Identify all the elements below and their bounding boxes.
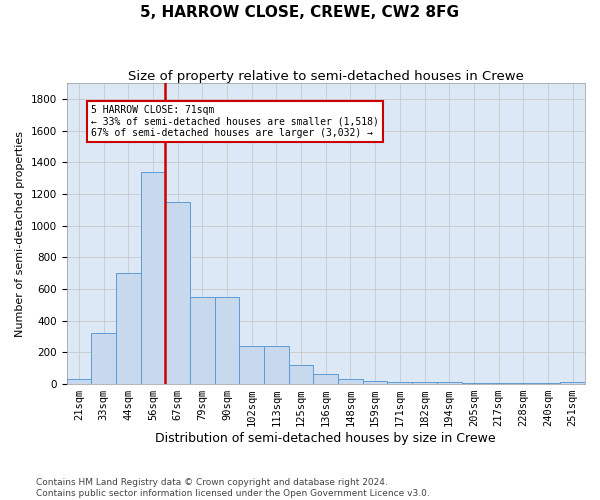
Bar	[412, 382, 437, 384]
Bar	[363, 381, 388, 384]
Bar	[560, 382, 585, 384]
Text: Contains HM Land Registry data © Crown copyright and database right 2024.
Contai: Contains HM Land Registry data © Crown c…	[36, 478, 430, 498]
Bar	[388, 382, 412, 384]
Text: 5, HARROW CLOSE, CREWE, CW2 8FG: 5, HARROW CLOSE, CREWE, CW2 8FG	[140, 5, 460, 20]
Bar	[264, 346, 289, 384]
Bar	[116, 273, 140, 384]
Bar	[215, 297, 239, 384]
Bar	[190, 297, 215, 384]
Bar	[140, 172, 165, 384]
Bar	[289, 365, 313, 384]
Bar	[437, 382, 461, 384]
Bar	[313, 374, 338, 384]
Y-axis label: Number of semi-detached properties: Number of semi-detached properties	[15, 130, 25, 336]
Bar	[338, 380, 363, 384]
Bar	[67, 380, 91, 384]
Bar	[239, 346, 264, 384]
Title: Size of property relative to semi-detached houses in Crewe: Size of property relative to semi-detach…	[128, 70, 524, 83]
Text: 5 HARROW CLOSE: 71sqm
← 33% of semi-detached houses are smaller (1,518)
67% of s: 5 HARROW CLOSE: 71sqm ← 33% of semi-deta…	[91, 105, 379, 138]
Bar	[165, 202, 190, 384]
X-axis label: Distribution of semi-detached houses by size in Crewe: Distribution of semi-detached houses by …	[155, 432, 496, 445]
Bar	[91, 334, 116, 384]
